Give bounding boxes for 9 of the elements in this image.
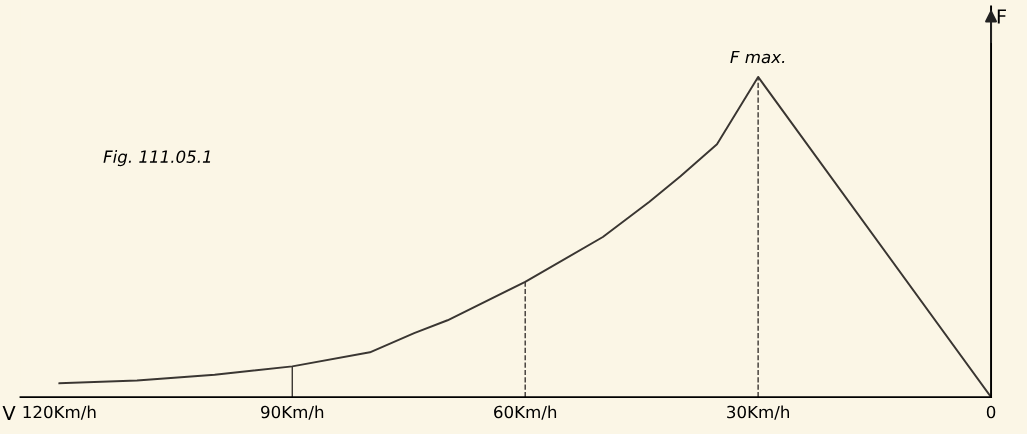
x-tick-label: 0 xyxy=(986,405,996,419)
annotation: Fig. 111.05.1 xyxy=(103,150,211,167)
x-tick-label: 30Km/h xyxy=(727,405,789,420)
y-axis-title: F xyxy=(997,9,1006,24)
x-tick-label: 90Km/h xyxy=(261,405,324,420)
x-tick-label: 120Km/h xyxy=(23,405,96,420)
x-axis-title: V xyxy=(2,405,16,421)
x-tick-label: 60Km/h xyxy=(494,405,557,420)
annotation: F max. xyxy=(730,50,785,64)
